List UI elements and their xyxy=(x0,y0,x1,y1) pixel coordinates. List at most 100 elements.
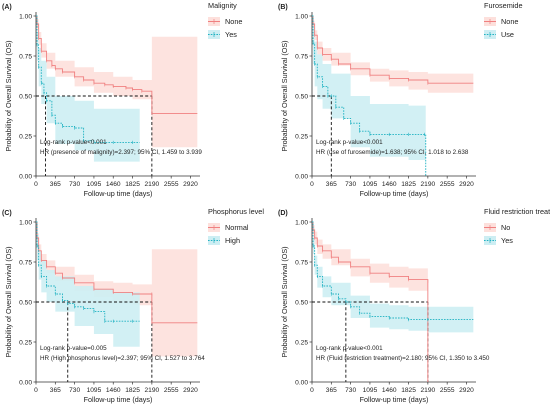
ci-band-yes xyxy=(36,16,140,162)
x-tick-label: 2555 xyxy=(164,387,179,394)
y-tick-label: 1.00 xyxy=(19,13,32,20)
x-axis-label: Follow-up time (days) xyxy=(84,395,153,404)
x-tick-label: 2920 xyxy=(183,387,198,394)
y-tick-label: 0.25 xyxy=(295,133,308,140)
x-tick-label: 2920 xyxy=(183,181,198,188)
y-tick-label: 0.75 xyxy=(295,259,308,266)
x-tick-label: 730 xyxy=(69,387,80,394)
legend-label: Yes xyxy=(501,236,513,245)
annotation-line: HR (use of furosemide)=1.638; 95% CI, 1.… xyxy=(316,149,469,156)
ci-band-none xyxy=(36,16,198,148)
y-tick-label: 0.25 xyxy=(19,339,32,346)
legend-title: Phosphorus level xyxy=(208,207,264,216)
y-tick-label: 0.00 xyxy=(19,173,32,180)
x-axis-label: Follow-up time (days) xyxy=(360,395,429,404)
x-tick-label: 730 xyxy=(345,181,356,188)
x-tick-label: 365 xyxy=(50,181,61,188)
x-tick-label: 2190 xyxy=(145,387,160,394)
legend-label: High xyxy=(225,236,240,245)
x-tick-label: 1460 xyxy=(106,181,121,188)
y-tick-label: 0.75 xyxy=(19,53,32,60)
annotation-line: HR (presence of malignity)=2.397; 95% CI… xyxy=(40,149,202,156)
y-tick-label: 0.25 xyxy=(19,133,32,140)
x-tick-label: 1825 xyxy=(125,387,140,394)
y-axis-label: Probability of Overall Survival (OS) xyxy=(4,40,13,151)
x-tick-label: 1825 xyxy=(401,387,416,394)
x-tick-label: 0 xyxy=(34,387,38,394)
x-tick-label: 1825 xyxy=(401,181,416,188)
legend-label: Normal xyxy=(225,223,249,232)
x-tick-label: 365 xyxy=(326,387,337,394)
annotation-line: Log-rank p-value<0.001 xyxy=(40,139,107,146)
x-tick-label: 730 xyxy=(69,181,80,188)
annotation-line: Log-rank p-value<0.001 xyxy=(316,139,383,146)
panel-label: (B) xyxy=(278,4,288,11)
x-tick-label: 0 xyxy=(310,387,314,394)
legend-title: Furosemide xyxy=(484,1,523,10)
panel-b: (B) 0.00 0.25 0.50 0.75 1.00 0 365 730 1095 1460 18… xyxy=(278,1,523,198)
ci-band-high xyxy=(36,222,140,347)
legend-title: Fluid restriction treatment xyxy=(484,207,550,216)
y-axis-label: Probability of Overall Survival (OS) xyxy=(4,246,13,357)
km-curve-yes xyxy=(36,15,140,143)
x-tick-label: 1095 xyxy=(363,387,378,394)
x-tick-label: 0 xyxy=(34,181,38,188)
y-tick-label: 0.50 xyxy=(295,93,308,100)
ci-band-none xyxy=(312,16,474,93)
x-tick-label: 2190 xyxy=(421,387,436,394)
x-tick-label: 2555 xyxy=(440,181,455,188)
km-curve-yes xyxy=(312,221,474,321)
y-tick-label: 0.75 xyxy=(295,53,308,60)
x-tick-label: 2920 xyxy=(459,181,474,188)
x-tick-label: 0 xyxy=(310,181,314,188)
y-tick-label: 0.50 xyxy=(295,299,308,306)
y-tick-label: 0.50 xyxy=(19,299,32,306)
panel-d: (D) 0.00 0.25 0.50 0.75 1.00 0 365 730 1095 1460 18… xyxy=(278,207,550,404)
x-tick-label: 1460 xyxy=(106,387,121,394)
ci-band-yes xyxy=(312,222,474,333)
y-axis-label: Probability of Overall Survival (OS) xyxy=(280,246,289,357)
annotation-line: HR (Fluid restriction treatment)=2.180; … xyxy=(316,355,490,362)
panel-c: (C) 0.00 0.25 0.50 0.75 1.00 0 365 730 1095 1460 18… xyxy=(2,207,264,404)
panel-a: (A) 0.00 0.25 0.50 0.75 1.00 0 365 730 1095 1460 18… xyxy=(2,1,242,198)
km-curve-high xyxy=(36,221,140,322)
panel-label: (D) xyxy=(278,210,288,217)
panel-label: (A) xyxy=(2,4,12,11)
y-tick-label: 1.00 xyxy=(295,13,308,20)
y-tick-label: 0.75 xyxy=(19,259,32,266)
legend-label: Use xyxy=(501,30,514,39)
y-tick-label: 1.00 xyxy=(295,219,308,226)
legend-label: No xyxy=(501,223,510,232)
x-axis-label: Follow-up time (days) xyxy=(84,189,153,198)
x-tick-label: 1095 xyxy=(363,181,378,188)
y-tick-label: 1.00 xyxy=(19,219,32,226)
x-tick-label: 1460 xyxy=(382,387,397,394)
x-tick-label: 2555 xyxy=(164,181,179,188)
y-tick-label: 0.00 xyxy=(295,173,308,180)
y-axis-label: Probability of Overall Survival (OS) xyxy=(280,40,289,151)
y-tick-label: 0.25 xyxy=(295,339,308,346)
x-tick-label: 2190 xyxy=(421,181,436,188)
panel-label: (C) xyxy=(2,210,12,217)
legend-label: None xyxy=(225,17,242,26)
legend-title: Malignity xyxy=(208,1,237,10)
km-curve-none xyxy=(36,15,198,115)
x-tick-label: 1825 xyxy=(125,181,140,188)
x-tick-label: 2920 xyxy=(459,387,474,394)
x-tick-label: 2190 xyxy=(145,181,160,188)
annotation-line: HR (High phosphorus level)=2.397; 95% CI… xyxy=(40,355,205,362)
x-axis-label: Follow-up time (days) xyxy=(360,189,429,198)
x-tick-label: 1095 xyxy=(87,181,102,188)
x-tick-label: 1460 xyxy=(382,181,397,188)
x-tick-label: 730 xyxy=(345,387,356,394)
y-tick-label: 0.50 xyxy=(19,93,32,100)
x-tick-label: 365 xyxy=(326,181,337,188)
x-tick-label: 1095 xyxy=(87,387,102,394)
annotation-line: Log-rank p-value<0.001 xyxy=(316,345,383,352)
legend-label: None xyxy=(501,17,518,26)
annotation-line: Log-rank p-value=0.005 xyxy=(40,345,107,352)
x-tick-label: 365 xyxy=(50,387,61,394)
legend-label: Yes xyxy=(225,30,237,39)
